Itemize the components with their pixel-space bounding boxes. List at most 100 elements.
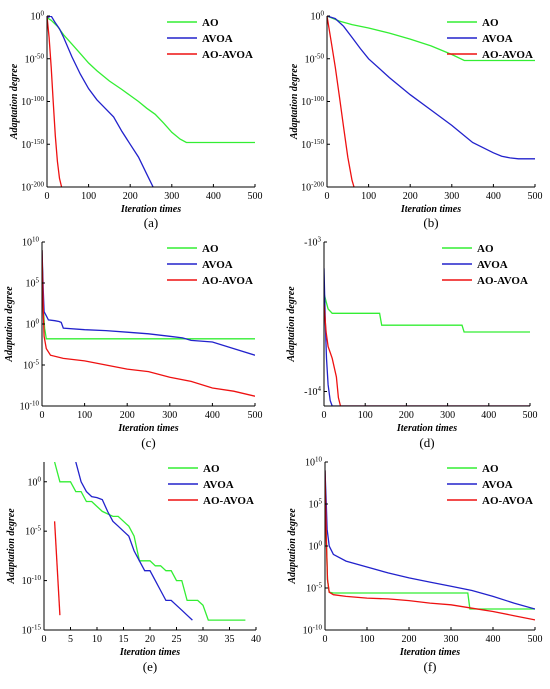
panel-caption: (c) (141, 435, 155, 450)
x-axis-label: Iteration times (400, 204, 461, 215)
y-tick-label: -103 (304, 236, 321, 249)
x-tick-label: 0 (40, 410, 45, 421)
legend-label: AVOA (477, 259, 508, 271)
series-line-ao-avoa (53, 521, 61, 616)
legend-label: AO (482, 17, 499, 29)
y-tick-label: 10-10 (22, 574, 42, 587)
y-tick-label: 10-10 (303, 624, 323, 637)
panel-caption: (a) (144, 215, 158, 230)
x-tick-label: 10 (92, 634, 102, 645)
legend: AO AVOA AO-AVOA (447, 463, 533, 507)
y-tick-label: 10-10 (20, 400, 40, 413)
y-tick-label: 10-50 (25, 52, 45, 65)
x-tick-label: 500 (528, 634, 543, 645)
series-line-ao (324, 293, 530, 333)
y-tick-label: 100 (309, 540, 323, 553)
chart-panel-f: 0 100 200 300 400 500 1010 105 100 10-5 10-10 Itera… (287, 456, 543, 675)
x-tick-label: 300 (162, 410, 177, 421)
legend-label: AO-AVOA (482, 495, 533, 507)
chart-panel-a: 0 100 200 300 400 500 100 10-50 10-100 10-150 10-2… (9, 10, 263, 231)
chart-panel-d: 0 100 200 300 400 500 -103 -104 Iteration times A… (286, 236, 538, 451)
y-tick-label: 105 (309, 498, 323, 511)
legend-label: AO-AVOA (203, 495, 254, 507)
x-tick-label: 500 (523, 410, 538, 421)
x-axis-label: Iteration times (399, 647, 460, 658)
x-tick-label: 400 (486, 634, 501, 645)
x-tick-label: 5 (68, 634, 73, 645)
x-tick-label: 25 (172, 634, 182, 645)
x-tick-label: 300 (164, 191, 179, 202)
legend-label: AVOA (482, 479, 513, 491)
y-axis-label: Adaptation degree (287, 508, 298, 585)
legend-label: AO (482, 463, 499, 475)
x-tick-label: 200 (120, 410, 135, 421)
x-tick-label: 0 (322, 410, 327, 421)
legend-label: AO (202, 243, 219, 255)
x-tick-label: 500 (248, 410, 263, 421)
series-line-ao (53, 462, 246, 621)
y-tick-label: 105 (26, 277, 40, 290)
x-tick-label: 200 (399, 410, 414, 421)
y-axis-label: Adaptation degree (289, 63, 300, 140)
y-tick-label: 10-150 (301, 138, 324, 151)
legend-label: AO-AVOA (202, 275, 253, 287)
x-tick-label: 100 (361, 191, 376, 202)
series-line-avoa (47, 16, 154, 187)
y-tick-label: 10-100 (301, 95, 324, 108)
x-tick-label: 35 (225, 634, 235, 645)
y-tick-label: 10-150 (21, 138, 44, 151)
x-tick-label: 15 (119, 634, 129, 645)
legend: AO AVOA AO-AVOA (168, 463, 254, 507)
x-tick-label: 300 (444, 191, 459, 202)
x-tick-label: 0 (42, 634, 47, 645)
y-tick-label: 10-15 (22, 624, 42, 637)
y-tick-label: 100 (28, 475, 42, 488)
y-tick-label: -104 (304, 385, 321, 398)
x-tick-label: 100 (358, 410, 373, 421)
x-axis-label: Iteration times (120, 204, 181, 215)
y-tick-label: 10-200 (301, 181, 324, 194)
panel-caption: (e) (143, 659, 157, 674)
x-tick-label: 300 (444, 634, 459, 645)
x-axis-label: Iteration times (117, 423, 178, 434)
series-line-avoa (324, 268, 530, 406)
x-tick-label: 200 (402, 634, 417, 645)
y-tick-label: 10-50 (305, 52, 325, 65)
legend-label: AVOA (202, 33, 233, 45)
x-tick-label: 500 (528, 191, 543, 202)
panel-caption: (b) (423, 215, 438, 230)
y-tick-label: 100 (31, 10, 45, 23)
series-line-ao (325, 470, 535, 610)
panel-caption: (f) (424, 659, 437, 674)
y-tick-label: 10-200 (21, 181, 44, 194)
y-tick-label: 10-5 (23, 359, 39, 372)
x-tick-label: 0 (325, 191, 330, 202)
series-line-ao-avoa (327, 16, 355, 187)
y-axis-label: Adaptation degree (9, 63, 20, 140)
y-tick-label: 1010 (305, 456, 323, 469)
legend-label: AO (202, 17, 219, 29)
x-tick-label: 0 (323, 634, 328, 645)
x-tick-label: 100 (81, 191, 96, 202)
chart-panel-c: 0 100 200 300 400 500 1010 105 100 10-5 10-10 Itera… (4, 236, 263, 451)
y-tick-label: 10-5 (25, 525, 41, 538)
y-tick-label: 100 (26, 318, 40, 331)
y-tick-label: 10-5 (306, 582, 322, 595)
series-line-ao-avoa (324, 303, 530, 406)
x-tick-label: 400 (486, 191, 501, 202)
series-line-avoa (325, 470, 535, 610)
x-tick-label: 200 (403, 191, 418, 202)
x-tick-label: 500 (248, 191, 263, 202)
legend-label: AO-AVOA (477, 275, 528, 287)
chart-panel-e: 0 5 10 15 20 25 30 35 40 100 10-5 10-10 10-15 Iterati… (6, 462, 261, 674)
x-tick-label: 400 (481, 410, 496, 421)
y-axis-label: Adaptation degree (286, 286, 297, 363)
series-line-avoa (327, 16, 535, 160)
y-tick-label: 10-100 (21, 95, 44, 108)
series-line-ao-avoa (325, 470, 535, 621)
legend-label: AVOA (482, 33, 513, 45)
legend: AO AVOA AO-AVOA (442, 243, 528, 287)
legend: AO AVOA AO-AVOA (447, 17, 533, 61)
chart-panel-b: 0 100 200 300 400 500 100 10-50 10-100 10-150 10-2… (289, 10, 543, 231)
